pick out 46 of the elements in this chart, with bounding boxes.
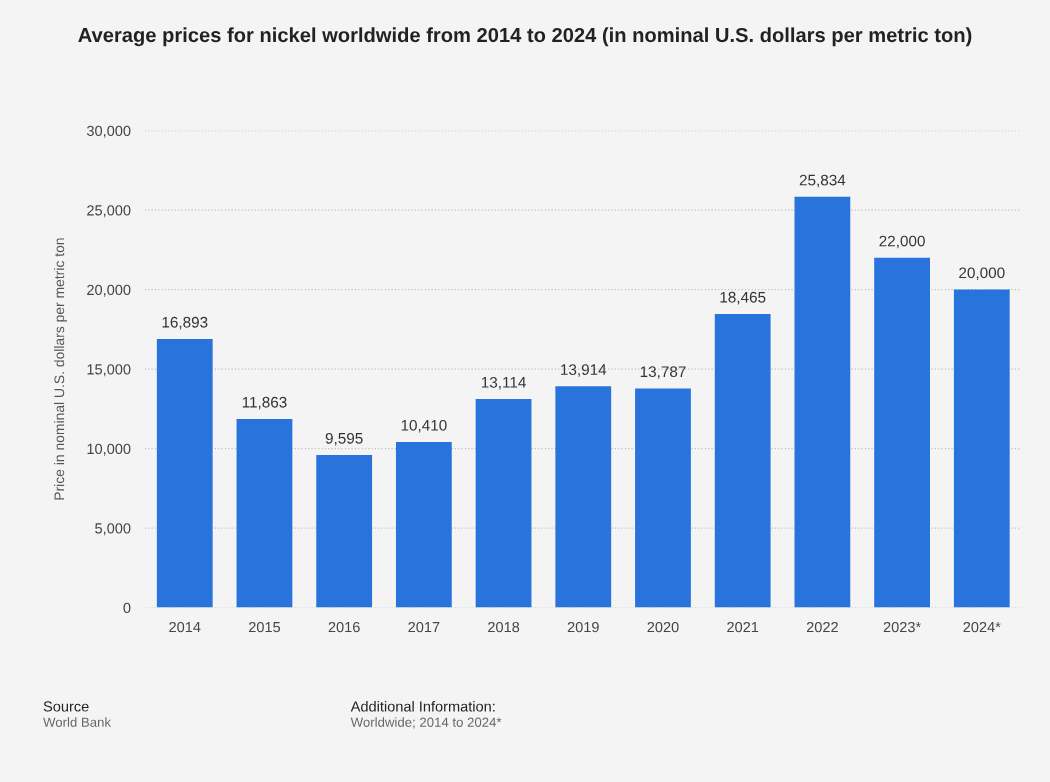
bar <box>395 442 452 608</box>
y-tick-label: 0 <box>123 602 131 614</box>
x-tick-label: 2015 <box>248 621 281 633</box>
text: Source <box>43 701 89 712</box>
bar <box>236 418 293 608</box>
bar <box>635 388 691 608</box>
data-label: 13,114 <box>481 376 526 390</box>
bar <box>555 386 612 608</box>
x-tick-label: 2019 <box>567 621 599 633</box>
y-tick-label: 25,000 <box>87 205 131 218</box>
text: Worldwide; 2014 to 2024* <box>350 717 502 729</box>
x-tick-label: 2022 <box>806 621 838 633</box>
data-label: 13,787 <box>640 366 686 379</box>
x-tick-label: 2024* <box>963 621 1001 633</box>
y-tick-label: 30,000 <box>86 125 131 138</box>
data-label: 13,914 <box>561 364 607 377</box>
data-label: 22,000 <box>879 235 925 249</box>
data-label: 10,410 <box>401 419 447 433</box>
x-tick-label: 2014 <box>169 621 201 633</box>
y-tick-label: 10,000 <box>87 443 131 456</box>
x-tick-label: 2017 <box>408 621 440 633</box>
data-label: 18,465 <box>720 291 766 305</box>
chart-title: Average prices for nickel worldwide from 2014 to 2024 (in nominal U.S. dollars per metric ton) <box>78 27 972 47</box>
x-tick-label: 2018 <box>488 621 520 633</box>
bar <box>794 196 851 608</box>
text: World Bank <box>43 717 112 727</box>
text: Additional Information: <box>350 700 495 712</box>
bar <box>874 257 930 608</box>
bar <box>953 289 1010 608</box>
data-label: 25,834 <box>799 174 846 188</box>
y-tick-label: 15,000 <box>87 364 131 377</box>
data-label: 11,863 <box>242 396 287 410</box>
x-tick-label: 2020 <box>647 621 679 633</box>
data-label: 16,893 <box>162 316 208 330</box>
bar <box>156 339 213 608</box>
x-tick-label: 2016 <box>328 621 360 633</box>
bar <box>475 399 532 608</box>
y-tick-label: 20,000 <box>87 284 131 297</box>
y-tick-label: 5,000 <box>95 523 131 536</box>
data-label: 9,595 <box>325 432 363 446</box>
bar <box>316 455 373 608</box>
x-tick-label: 2021 <box>727 621 759 633</box>
bar <box>714 314 771 608</box>
x-tick-label: 2023* <box>883 621 921 633</box>
data-label: 20,000 <box>959 267 1005 281</box>
y-axis-title: Price in nominal U.S. dollars per metric ton <box>54 238 67 500</box>
